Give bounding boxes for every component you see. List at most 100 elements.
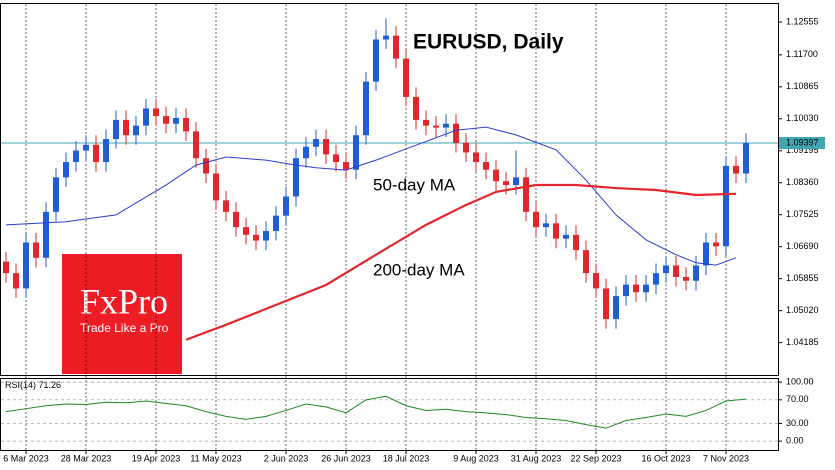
chart-title: EURUSD, Daily [413, 31, 564, 54]
candle-body [13, 273, 19, 289]
candle-body [533, 211, 539, 228]
candle-body [253, 234, 259, 241]
candle-body [473, 152, 479, 163]
candle-body [453, 123, 459, 143]
candle-body [93, 144, 99, 163]
legend-label: 50-day MA [373, 175, 456, 194]
moving-average [185, 183, 737, 341]
y-tick-label: 1.05855 [786, 273, 819, 283]
candle-body [483, 162, 489, 170]
candle-body [513, 177, 519, 186]
x-tick-label: 6 Mar 2023 [3, 453, 49, 463]
candle-body [593, 273, 599, 289]
x-tick-label: 2 Jun 2023 [264, 453, 309, 463]
candle-body [323, 139, 329, 155]
candle-body [653, 273, 659, 285]
candle-body [183, 117, 189, 132]
y-tick-label: 1.09195 [786, 145, 819, 155]
candle-body [43, 211, 49, 258]
candle-body [173, 117, 179, 124]
candle-body [233, 211, 239, 228]
y-tick-label: 1.10030 [786, 113, 819, 123]
candle-body [263, 230, 269, 241]
candle-body [23, 242, 29, 289]
candle-body [733, 165, 739, 174]
candle-body [573, 234, 579, 251]
candle-body [213, 173, 219, 201]
x-tick-label: 19 Apr 2023 [132, 453, 181, 463]
candle-body [613, 296, 619, 320]
candle-body [373, 39, 379, 82]
candle-body [203, 158, 209, 174]
rsi-name: RSI(14) [5, 380, 36, 390]
candle-body [3, 261, 9, 274]
candle-body [433, 125, 439, 128]
legend-label: 200-day MA [373, 260, 465, 279]
candle-body [443, 123, 449, 128]
y-tick-label: 1.11700 [786, 49, 818, 59]
candle-body [643, 284, 649, 293]
candle-body [603, 288, 609, 320]
y-tick-label: 1.08360 [786, 177, 819, 187]
candle-body [73, 150, 79, 163]
candle-body [623, 284, 629, 297]
logo-box [62, 254, 182, 374]
candle-body [663, 265, 669, 274]
rsi-tick-label: 30.00 [786, 418, 809, 428]
candle-body [343, 162, 349, 170]
candle-body [493, 169, 499, 182]
candle-body [693, 265, 699, 281]
price-pane [0, 3, 779, 376]
candle-body [153, 108, 159, 117]
y-tick-label: 1.10865 [786, 81, 819, 91]
candle-body [293, 158, 299, 197]
candle-body [723, 165, 729, 247]
candle-body [583, 250, 589, 274]
candle-body [523, 177, 529, 212]
candle-body [413, 96, 419, 120]
candle-body [553, 223, 559, 239]
candle-body [743, 142, 749, 174]
x-tick-label: 16 Oct 2023 [641, 453, 690, 463]
candle-body [283, 196, 289, 216]
candle-body [353, 135, 359, 170]
moving-average [5, 126, 737, 266]
candle-body [393, 35, 399, 59]
x-tick-label: 11 May 2023 [190, 453, 241, 463]
y-tick-label: 1.12555 [786, 16, 819, 26]
candle-body [333, 154, 339, 163]
candle-body [673, 265, 679, 277]
candle-body [703, 242, 709, 266]
candle-body [103, 139, 109, 163]
x-tick-label: 7 Nov 2023 [703, 453, 749, 463]
logo-brand: FxPro [80, 281, 168, 321]
x-tick-label: 22 Sep 2023 [570, 453, 621, 463]
logo: FxPro Trade Like a Pro [62, 254, 182, 374]
candle-body [33, 242, 39, 258]
y-tick-label: 1.07525 [786, 209, 819, 219]
candle-body [163, 116, 169, 124]
rsi-label: RSI(14) 71.26 [5, 380, 61, 390]
candle-body [63, 162, 69, 178]
last-price-label: 1.09397 [786, 137, 819, 147]
candle-body [563, 234, 569, 239]
rsi-pane [0, 378, 779, 451]
candle-body [223, 200, 229, 212]
candle-body [633, 284, 639, 293]
rsi-last: 71.26 [39, 380, 62, 390]
rsi-tick-label: 100.00 [786, 377, 814, 387]
candle-body [313, 139, 319, 147]
y-tick-label: 1.06690 [786, 241, 819, 251]
candle-body [143, 108, 149, 126]
candle-body [383, 35, 389, 40]
candle-body [273, 215, 279, 231]
last-price-box [779, 137, 825, 150]
x-tick-label: 9 Aug 2023 [453, 453, 499, 463]
candle-body [463, 142, 469, 153]
candle-body [113, 119, 119, 140]
candle-body [403, 58, 409, 97]
candle-body [713, 242, 719, 247]
x-tick-label: 26 Jun 2023 [321, 453, 371, 463]
x-tick-label: 18 Jul 2023 [383, 453, 430, 463]
